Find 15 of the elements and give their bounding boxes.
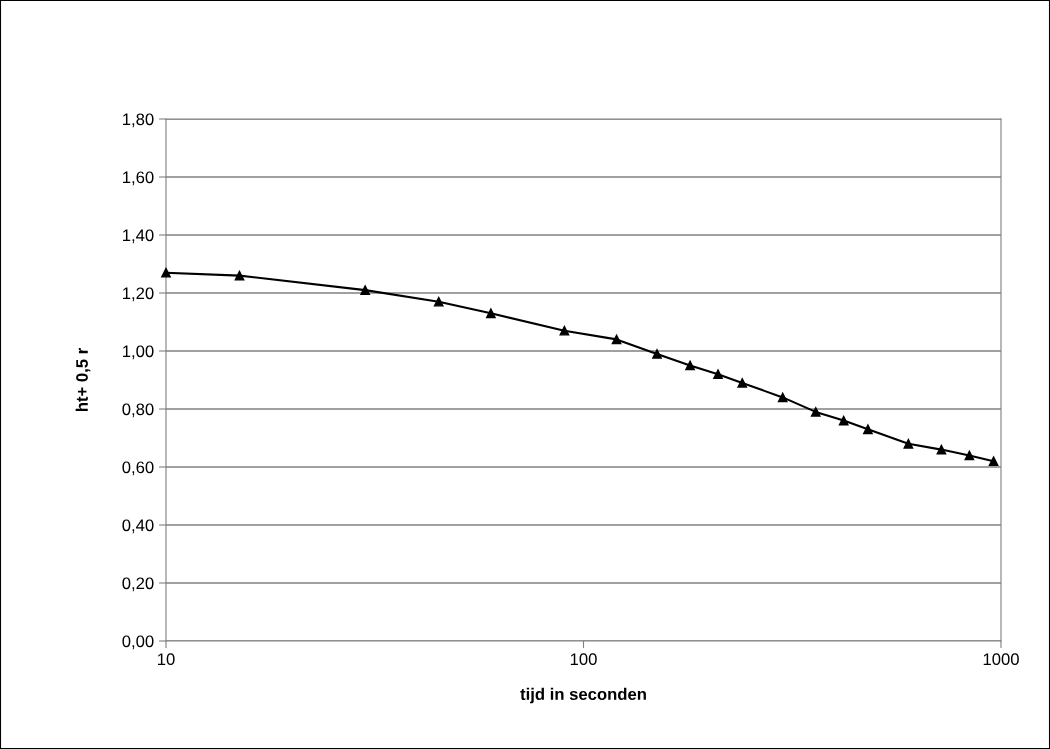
- y-tick-label: 0,20: [122, 577, 154, 592]
- x-tick-label: 1000: [983, 653, 1019, 666]
- y-tick-label: 0,40: [122, 519, 154, 534]
- y-tick-label: 0,80: [122, 403, 154, 418]
- y-tick-label: 1,00: [123, 345, 154, 360]
- y-tick-label: 0,60: [122, 461, 154, 476]
- x-tick-label: 100: [570, 653, 597, 666]
- y-tick-label: 1,20: [123, 287, 154, 302]
- y-tick-label: 1,80: [123, 113, 154, 128]
- x-axis-title: tijd in seconden: [520, 687, 646, 704]
- y-tick-label: 0,00: [122, 635, 154, 650]
- y-tick-label: 1,60: [123, 171, 154, 186]
- y-tick-label: 1,40: [123, 229, 154, 244]
- y-axis-title: ht+ 0,5 r: [75, 348, 91, 412]
- x-tick-label: 10: [158, 653, 175, 666]
